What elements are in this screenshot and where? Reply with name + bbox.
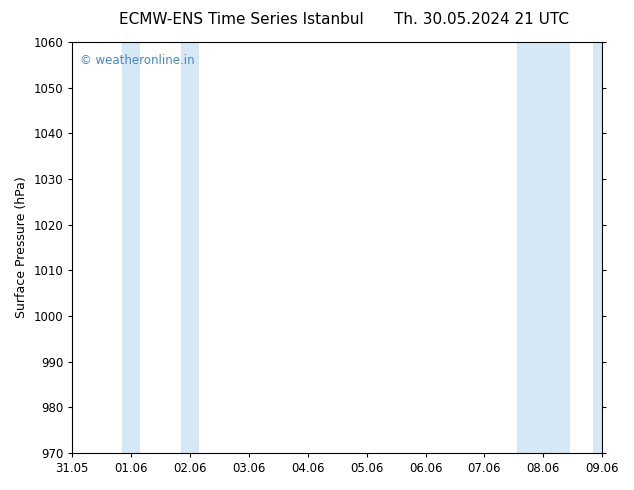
- Bar: [593, 42, 631, 453]
- Text: ECMW-ENS Time Series Istanbul: ECMW-ENS Time Series Istanbul: [119, 12, 363, 27]
- Text: © weatheronline.in: © weatheronline.in: [81, 54, 195, 68]
- Bar: [181, 42, 199, 453]
- Y-axis label: Surface Pressure (hPa): Surface Pressure (hPa): [15, 176, 28, 318]
- Bar: [122, 42, 140, 453]
- Bar: [517, 42, 570, 453]
- Text: Th. 30.05.2024 21 UTC: Th. 30.05.2024 21 UTC: [394, 12, 569, 27]
